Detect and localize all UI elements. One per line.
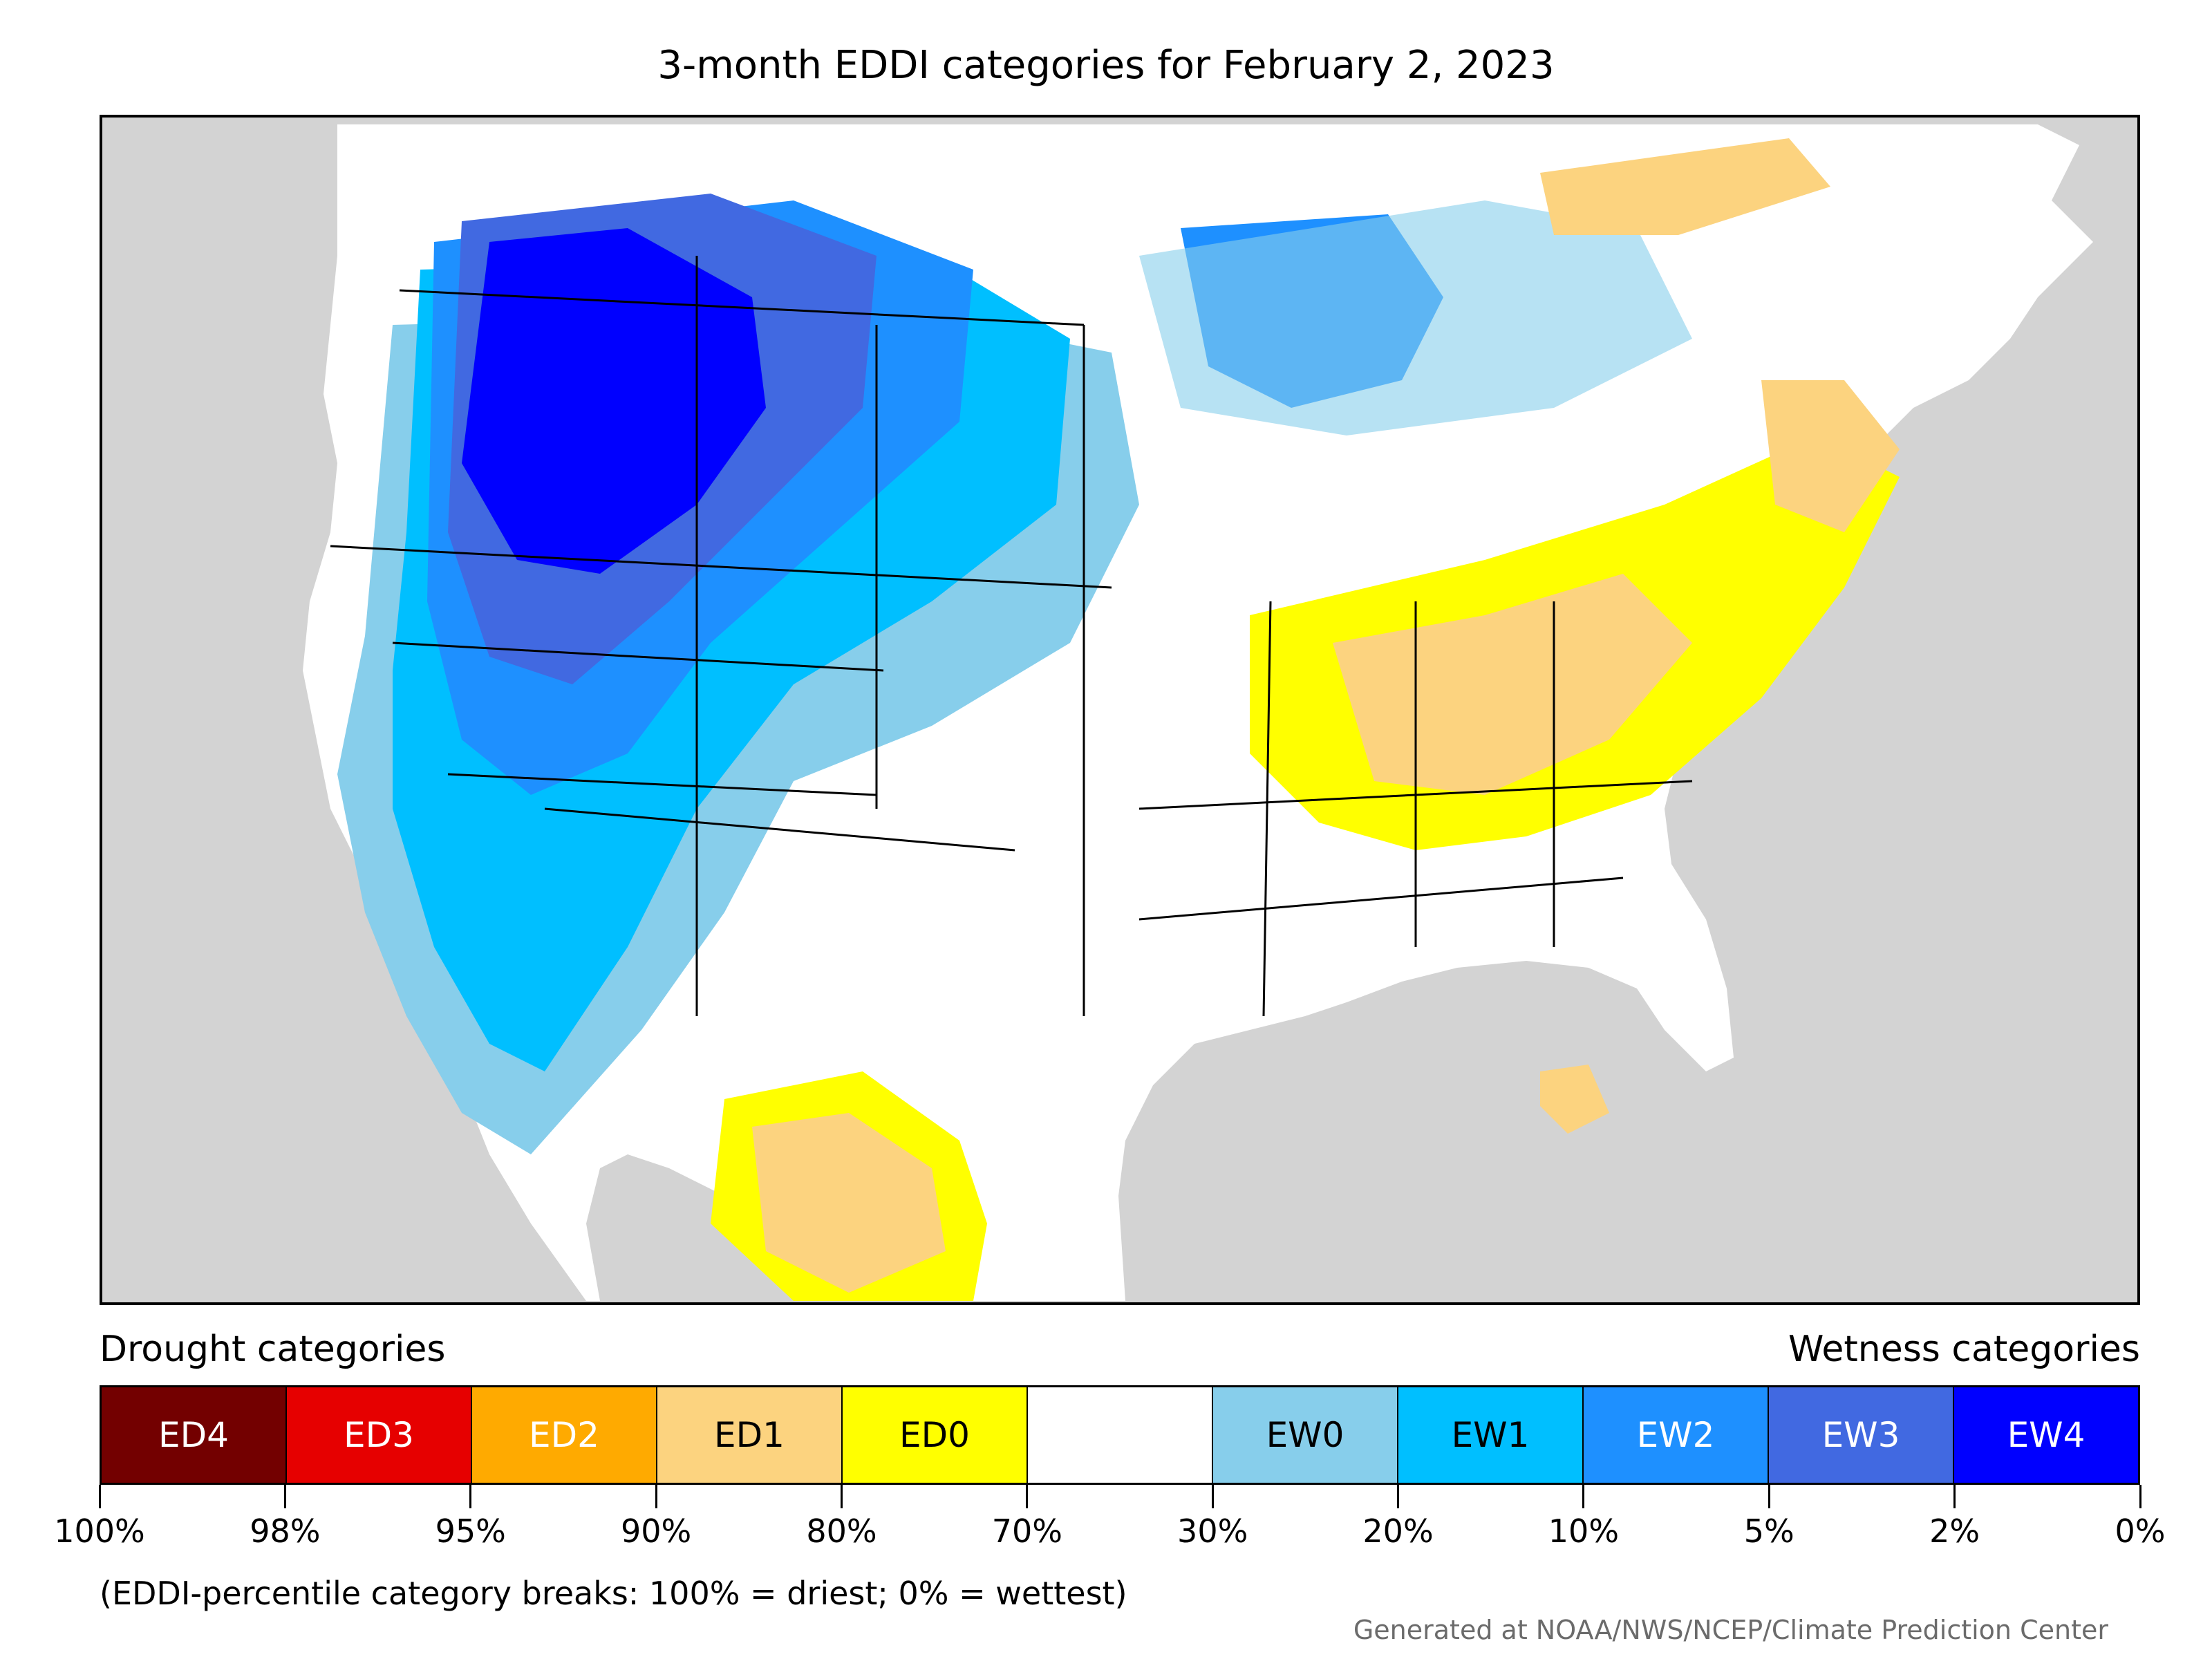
colorbar-cell-ed0: ED0 [843, 1387, 1028, 1483]
colorbar-cell-normal [1028, 1387, 1213, 1483]
colorbar-tick-label: 98% [250, 1512, 321, 1550]
colorbar-tick [2139, 1485, 2141, 1508]
colorbar-ticks [98, 1485, 2141, 1512]
map-panel [100, 115, 2140, 1305]
colorbar-tick [1953, 1485, 1956, 1508]
colorbar-tick [469, 1485, 472, 1508]
colorbar-tick [1397, 1485, 1400, 1508]
colorbar-tick [98, 1485, 101, 1508]
colorbar-tick-label: 90% [620, 1512, 692, 1550]
colorbar-tick-label: 95% [435, 1512, 506, 1550]
ed1-region-southwest [752, 1113, 946, 1293]
colorbar-cell-ew1: EW1 [1398, 1387, 1584, 1483]
colorbar-cell-ed2: ED2 [472, 1387, 657, 1483]
map-title: 3-month EDDI categories for February 2, … [657, 43, 1555, 88]
wetness-categories-heading: Wetness categories [1788, 1329, 2140, 1370]
percentile-footnote: (EDDI-percentile category breaks: 100% =… [100, 1575, 1127, 1612]
colorbar-tick-label: 70% [991, 1512, 1062, 1550]
colorbar-tick [1582, 1485, 1585, 1508]
colorbar-tick [1026, 1485, 1029, 1508]
colorbar-tick-label: 20% [1362, 1512, 1434, 1550]
colorbar-cell-ed4: ED4 [102, 1387, 287, 1483]
colorbar-cell-ew2: EW2 [1584, 1387, 1769, 1483]
colorbar-tick-label: 30% [1177, 1512, 1248, 1550]
border-lines [330, 256, 1693, 1017]
drought-categories-heading: Drought categories [100, 1329, 446, 1370]
colorbar-tick-label: 10% [1548, 1512, 1620, 1550]
colorbar-cell-ew0: EW0 [1213, 1387, 1398, 1483]
colorbar-cell-ew4: EW4 [1954, 1387, 2138, 1483]
colorbar-tick-label: 0% [2115, 1512, 2166, 1550]
colorbar-tick-label: 5% [1743, 1512, 1794, 1550]
colorbar-cell-ew3: EW3 [1769, 1387, 1954, 1483]
ew4-region [462, 228, 766, 574]
ed1-region-east [1333, 574, 1692, 795]
colorbar-tick [840, 1485, 843, 1508]
colorbar-tick-label: 2% [1929, 1512, 1980, 1550]
colorbar-tick-label: 100% [54, 1512, 145, 1550]
colorbar-cell-ed1: ED1 [657, 1387, 843, 1483]
category-colorbar: ED4 ED3 ED2 ED1 ED0 EW0 EW1 EW2 EW3 EW4 [100, 1385, 2140, 1485]
ed1-region-northeast [1761, 380, 1900, 532]
colorbar-tick [283, 1485, 286, 1508]
colorbar-tick [1211, 1485, 1214, 1508]
colorbar-tick-label: 80% [806, 1512, 877, 1550]
ew0-region-canada [1139, 200, 1692, 435]
colorbar-cell-ed3: ED3 [287, 1387, 472, 1483]
colorbar-tick [1768, 1485, 1770, 1508]
ed1-region-florida [1540, 1065, 1609, 1134]
map-svg [303, 124, 2093, 1301]
colorbar-tick [655, 1485, 657, 1508]
credit-line: Generated at NOAA/NWS/NCEP/Climate Predi… [1353, 1615, 2108, 1645]
ed1-region-quebec [1540, 138, 1830, 235]
